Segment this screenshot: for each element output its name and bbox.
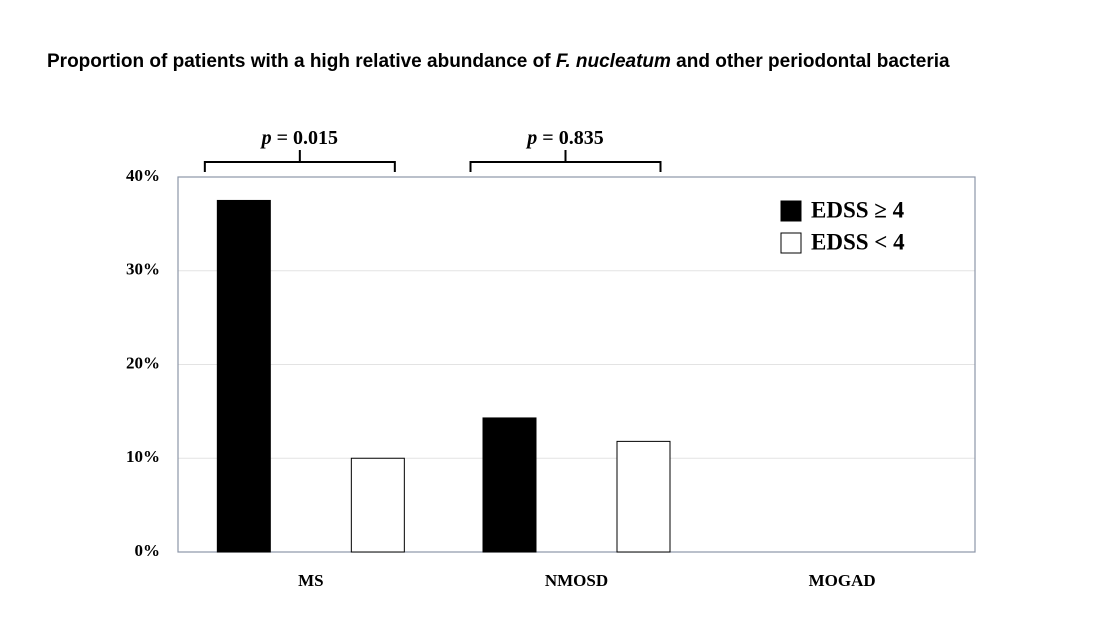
p-value-part: p [260, 127, 272, 149]
x-tick-label: MS [298, 571, 324, 590]
chart-title: Proportion of patients with a high relat… [47, 51, 950, 72]
y-tick-label: 20% [126, 353, 160, 372]
title-part: and other periodontal bacteria [671, 51, 950, 72]
p-value-label: p = 0.015 [260, 127, 338, 149]
significance-bracket [203, 150, 396, 172]
title-part: Proportion of patients with a high relat… [47, 51, 556, 72]
y-tick-label: 10% [126, 447, 160, 466]
y-tick-label: 30% [126, 260, 160, 279]
p-value-part: = 0.015 [272, 127, 338, 149]
y-tick-label: 0% [135, 541, 161, 560]
p-value-label: p = 0.835 [525, 127, 603, 149]
bar [216, 199, 271, 553]
bar [482, 417, 537, 553]
bar [350, 457, 405, 553]
x-tick-label: NMOSD [545, 571, 608, 590]
legend-label: EDSS < 4 [811, 229, 905, 254]
legend-swatch [780, 200, 802, 222]
bar [616, 440, 671, 553]
legend-label: EDSS ≥ 4 [811, 197, 905, 222]
x-tick-label: MOGAD [809, 571, 876, 590]
title-italic: F. nucleatum [556, 51, 671, 72]
p-value-part: = 0.835 [537, 127, 603, 149]
p-value-part: p [525, 127, 537, 149]
legend-swatch [780, 232, 802, 254]
plot-frame [177, 176, 976, 553]
y-tick-label: 40% [126, 166, 160, 185]
significance-bracket [469, 150, 662, 172]
